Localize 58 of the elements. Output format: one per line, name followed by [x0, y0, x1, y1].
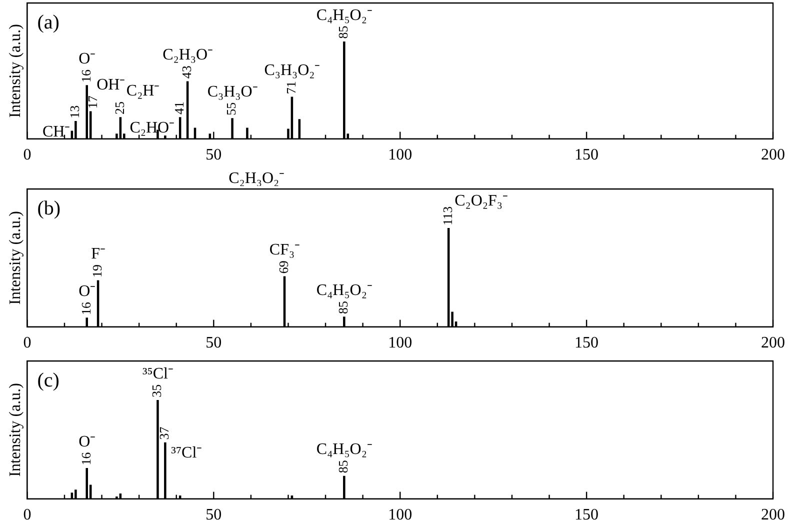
- x-tick-label: 100: [388, 146, 412, 164]
- annotation: 41: [172, 101, 187, 114]
- annotation: ³⁵Cl⁻: [142, 365, 173, 382]
- annotation: 16: [78, 68, 94, 82]
- annotation: CH⁻: [42, 123, 70, 140]
- x-tick-label: 100: [388, 334, 412, 352]
- annotation: C₂H⁻: [126, 82, 160, 100]
- x-tick-label: 150: [574, 506, 599, 524]
- annotation: 85: [336, 300, 351, 314]
- annotation: C₃H₃O⁻: [207, 83, 258, 100]
- y-axis-title: Intensity (a.u.): [6, 24, 24, 118]
- x-tick-label: 200: [761, 146, 785, 164]
- text: C₂H₃O₂⁻: [228, 170, 284, 187]
- x-tick-label: 0: [23, 334, 32, 352]
- annotation: 16: [78, 301, 94, 315]
- x-tick-label: 150: [574, 334, 599, 352]
- annotation: 19: [89, 264, 104, 278]
- x-tick-label: 50: [206, 506, 222, 524]
- annotation: ³⁷Cl⁻: [171, 444, 202, 462]
- annotation: C₂HO⁻: [130, 119, 174, 136]
- chart-title: (b): [37, 197, 61, 220]
- chart-title: (c): [37, 369, 60, 392]
- annotation: 113: [440, 206, 455, 226]
- annotation: 55: [224, 102, 239, 116]
- x-tick-label: 200: [761, 334, 785, 352]
- annotation: C₄H₅O₂⁻: [316, 282, 372, 299]
- annotation: C₂H₃O⁻: [162, 46, 213, 64]
- annotation: 85: [336, 26, 351, 39]
- annotation: F⁻: [91, 246, 106, 263]
- x-tick-label: 0: [23, 506, 32, 524]
- x-tick-label: 0: [23, 146, 32, 164]
- x-tick-label: 100: [388, 506, 412, 524]
- annotation: C₄H₅O₂⁻: [316, 6, 372, 24]
- x-tick-label: 200: [761, 506, 785, 524]
- annotation: O⁻: [78, 282, 96, 300]
- annotation: O⁻: [78, 50, 96, 68]
- y-axis-title: Intensity (a.u.): [6, 211, 24, 305]
- annotation: 25: [112, 101, 127, 114]
- chart-title: (a): [37, 11, 60, 34]
- annotation: 16: [78, 452, 94, 466]
- annotation: C₃H₃O₂⁻: [264, 62, 320, 80]
- annotation: 85: [336, 460, 351, 474]
- y-axis-title: Intensity (a.u.): [6, 383, 24, 477]
- annotation: 13: [67, 105, 82, 118]
- annotation: C₂O₂F₃⁻: [454, 192, 508, 210]
- annotation: C₄H₅O₂⁻: [316, 441, 372, 458]
- x-tick-label: 50: [206, 146, 222, 164]
- annotation: CF₃⁻: [269, 242, 300, 259]
- x-tick-label: 150: [574, 146, 599, 164]
- x-tick-label: 50: [206, 334, 222, 352]
- annotation: 43: [178, 66, 194, 79]
- annotation: 35: [149, 384, 164, 398]
- annotation: 71: [283, 81, 298, 94]
- annotation: 17: [85, 95, 100, 109]
- annotation: OH⁻: [96, 76, 125, 94]
- annotation: 37: [156, 426, 172, 440]
- annotation: O⁻: [78, 433, 96, 450]
- annotation: 69: [276, 260, 291, 274]
